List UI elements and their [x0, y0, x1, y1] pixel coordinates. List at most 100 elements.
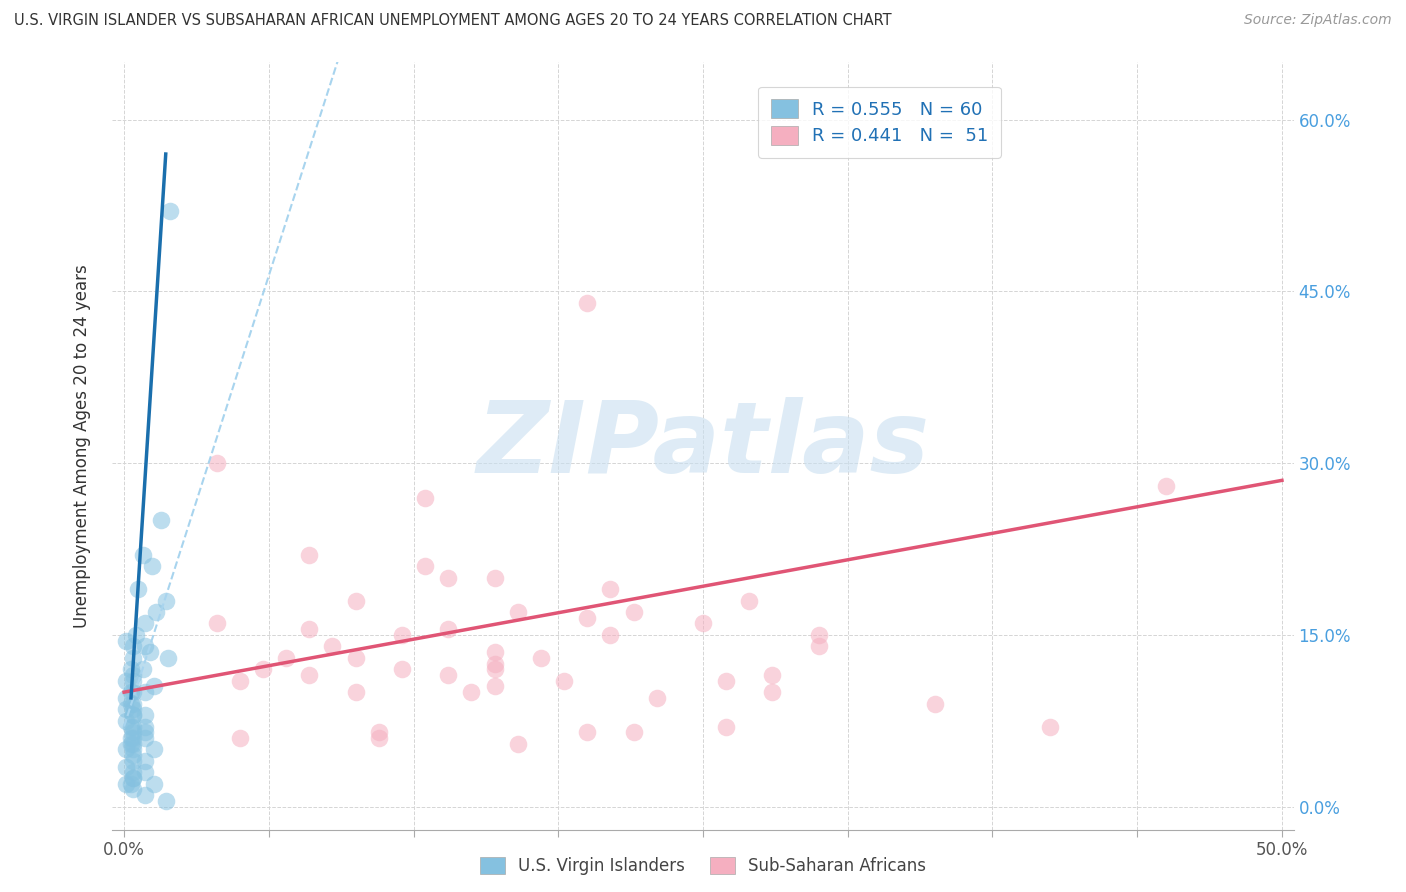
Point: [298, 668, 321, 682]
Point: [134, 765, 156, 780]
Point: [599, 582, 621, 596]
Point: [134, 719, 156, 733]
Point: [344, 685, 367, 699]
Point: [138, 645, 160, 659]
Point: [131, 662, 153, 676]
Point: [115, 759, 138, 773]
Point: [506, 605, 529, 619]
Point: [437, 571, 460, 585]
Point: [127, 582, 149, 596]
Point: [134, 754, 156, 768]
Point: [115, 702, 138, 716]
Point: [623, 605, 645, 619]
Point: [576, 296, 599, 310]
Point: [460, 685, 482, 699]
Point: [692, 616, 714, 631]
Point: [484, 657, 506, 671]
Point: [122, 708, 145, 723]
Legend: U.S. Virgin Islanders, Sub-Saharan Africans: U.S. Virgin Islanders, Sub-Saharan Afric…: [471, 849, 935, 884]
Point: [155, 794, 177, 808]
Point: [553, 673, 575, 688]
Point: [122, 748, 145, 763]
Point: [122, 737, 145, 751]
Point: [484, 645, 506, 659]
Point: [122, 771, 145, 785]
Point: [437, 668, 460, 682]
Point: [924, 697, 946, 711]
Point: [122, 742, 145, 756]
Point: [807, 640, 830, 654]
Point: [122, 765, 145, 780]
Point: [134, 685, 156, 699]
Point: [141, 559, 163, 574]
Point: [159, 204, 181, 219]
Point: [120, 662, 142, 676]
Point: [391, 628, 413, 642]
Point: [413, 491, 436, 505]
Point: [120, 685, 142, 699]
Point: [437, 622, 460, 636]
Legend: R = 0.555   N = 60, R = 0.441   N =  51: R = 0.555 N = 60, R = 0.441 N = 51: [758, 87, 1001, 158]
Point: [321, 640, 343, 654]
Y-axis label: Unemployment Among Ages 20 to 24 years: Unemployment Among Ages 20 to 24 years: [73, 264, 91, 628]
Point: [115, 777, 138, 791]
Point: [145, 605, 167, 619]
Point: [122, 702, 145, 716]
Point: [134, 616, 156, 631]
Point: [120, 719, 142, 733]
Point: [344, 593, 367, 607]
Point: [576, 611, 599, 625]
Point: [1039, 719, 1062, 733]
Point: [229, 673, 252, 688]
Point: [367, 725, 389, 739]
Point: [122, 673, 145, 688]
Point: [413, 559, 436, 574]
Point: [157, 650, 180, 665]
Point: [134, 725, 156, 739]
Point: [122, 731, 145, 745]
Point: [344, 650, 367, 665]
Point: [298, 548, 321, 562]
Point: [205, 616, 228, 631]
Point: [530, 650, 553, 665]
Point: [131, 548, 153, 562]
Point: [714, 719, 737, 733]
Point: [122, 650, 145, 665]
Point: [484, 680, 506, 694]
Point: [115, 714, 138, 728]
Point: [807, 628, 830, 642]
Point: [122, 771, 145, 785]
Point: [115, 633, 138, 648]
Point: [484, 571, 506, 585]
Point: [205, 456, 228, 470]
Point: [120, 737, 142, 751]
Point: [623, 725, 645, 739]
Point: [276, 650, 298, 665]
Point: [484, 662, 506, 676]
Point: [122, 782, 145, 797]
Point: [120, 777, 142, 791]
Point: [134, 788, 156, 802]
Point: [391, 662, 413, 676]
Point: [1154, 479, 1177, 493]
Point: [134, 731, 156, 745]
Point: [122, 640, 145, 654]
Point: [115, 673, 138, 688]
Point: [134, 708, 156, 723]
Point: [120, 697, 142, 711]
Point: [576, 725, 599, 739]
Point: [150, 513, 173, 527]
Point: [115, 742, 138, 756]
Text: U.S. VIRGIN ISLANDER VS SUBSAHARAN AFRICAN UNEMPLOYMENT AMONG AGES 20 TO 24 YEAR: U.S. VIRGIN ISLANDER VS SUBSAHARAN AFRIC…: [14, 13, 891, 29]
Point: [134, 640, 156, 654]
Point: [738, 593, 761, 607]
Point: [506, 737, 529, 751]
Point: [599, 628, 621, 642]
Point: [714, 673, 737, 688]
Point: [143, 777, 166, 791]
Point: [120, 731, 142, 745]
Text: Source: ZipAtlas.com: Source: ZipAtlas.com: [1244, 13, 1392, 28]
Point: [761, 685, 783, 699]
Point: [155, 593, 177, 607]
Point: [122, 754, 145, 768]
